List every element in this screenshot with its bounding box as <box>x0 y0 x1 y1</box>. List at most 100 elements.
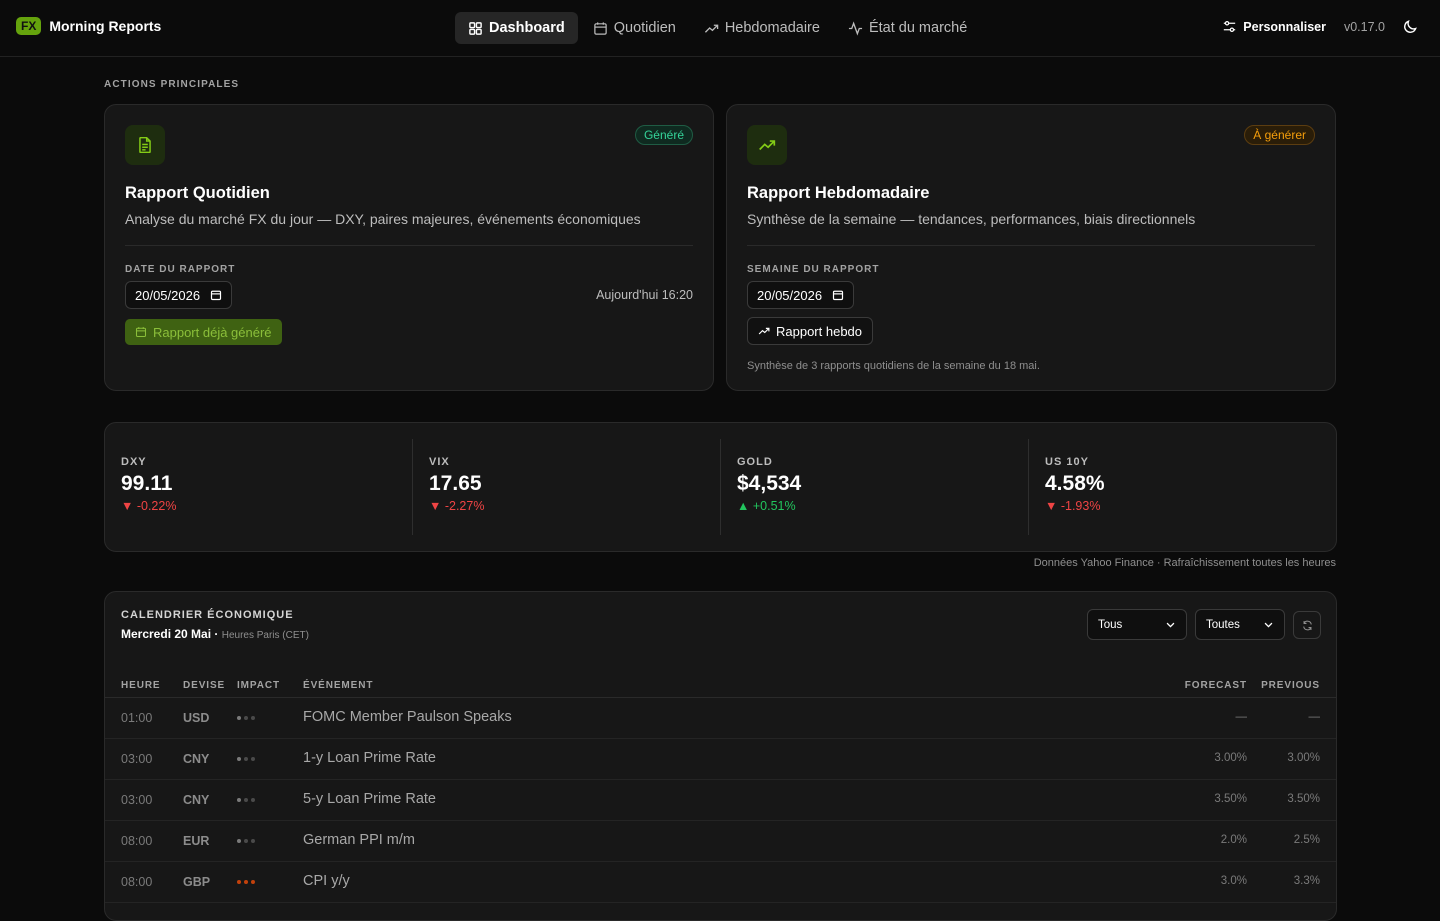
event-time: 08:00 <box>121 834 153 848</box>
date-value: 20/05/2026 <box>757 287 823 303</box>
report-date-label: DATE DU RAPPORT <box>125 264 236 275</box>
event-previous: 3.3% <box>1293 875 1320 887</box>
event-forecast: 3.00% <box>1214 752 1247 764</box>
customize-button[interactable]: Personnaliser <box>1223 20 1326 34</box>
event-forecast: 2.0% <box>1220 834 1247 846</box>
report-already-generated-button[interactable]: Rapport déjà généré <box>125 319 282 345</box>
ticker-change: ▼ -0.22% <box>121 499 177 513</box>
event-currency: CNY <box>183 793 210 807</box>
calendar-day: Mercredi 20 Mai <box>121 627 212 641</box>
weekly-report-card: À générer Rapport Hebdomadaire Synthèse … <box>726 104 1336 391</box>
nav-tab-hebdomadaire[interactable]: Hebdomadaire <box>691 12 833 44</box>
ticker-value: $4,534 <box>737 472 802 495</box>
event-currency: GBP <box>183 875 211 889</box>
nav-tab-label: Quotidien <box>613 20 676 36</box>
weekly-date-input[interactable]: 20/05/2026 <box>747 281 855 309</box>
refresh-calendar-button[interactable] <box>1293 611 1321 639</box>
currency-filter-select[interactable]: Tous <box>1087 609 1187 640</box>
weekly-synthesis-note: Synthèse de 3 rapports quotidiens de la … <box>747 360 1040 372</box>
column-header-event: ÉVÉNEMENT <box>303 680 374 691</box>
status-badge: Généré <box>634 125 693 145</box>
date-value: 20/05/2026 <box>135 287 201 303</box>
daily-date-input[interactable]: 20/05/2026 <box>125 281 233 309</box>
app-logo-badge: FX <box>16 17 42 35</box>
report-week-row: 20/05/2026 <box>747 281 1315 309</box>
table-row[interactable]: 08:00 GBP CPI y/y 3.0% 3.3% <box>105 862 1336 903</box>
nav-tab-etat-du-marche[interactable]: État du marché <box>835 12 980 44</box>
ticker-change: ▼ -1.93% <box>1045 499 1101 513</box>
select-value: Toutes <box>1206 618 1240 631</box>
event-name: 5-y Loan Prime Rate <box>303 791 436 807</box>
activity-icon <box>848 20 863 36</box>
calendar-table-header: HEURE DEVISE IMPACT ÉVÉNEMENT FORECAST P… <box>105 678 1336 698</box>
calendar-icon[interactable] <box>210 289 222 301</box>
table-row[interactable]: 03:00 CNY 5-y Loan Prime Rate 3.50% 3.50… <box>105 780 1336 821</box>
event-name: FOMC Member Paulson Speaks <box>303 709 512 725</box>
ticker-name: GOLD <box>737 456 773 468</box>
event-currency: USD <box>183 711 210 725</box>
column-header-currency: DEVISE <box>183 680 226 691</box>
table-row[interactable]: 03:00 CNY 1-y Loan Prime Rate 3.00% 3.00… <box>105 739 1336 780</box>
sliders-icon <box>1224 21 1236 32</box>
event-name: 1-y Loan Prime Rate <box>303 750 436 766</box>
impact-indicator <box>237 716 255 720</box>
trending-up-icon <box>758 327 770 335</box>
report-date-row: 20/05/2026 Aujourd'hui 16:20 <box>125 281 693 309</box>
ticker-value: 4.58% <box>1045 472 1105 495</box>
trending-up-icon <box>759 140 776 151</box>
refresh-icon <box>1302 620 1312 630</box>
event-currency: EUR <box>183 834 210 848</box>
status-badge: À générer <box>1244 125 1315 145</box>
calendar-icon[interactable] <box>832 289 844 301</box>
impact-indicator <box>237 798 255 802</box>
impact-filter-select[interactable]: Toutes <box>1195 609 1285 640</box>
impact-indicator <box>237 880 255 884</box>
event-currency: CNY <box>183 752 210 766</box>
app-version: v0.17.0 <box>1343 19 1385 34</box>
app-brand[interactable]: FX Morning Reports <box>16 17 161 35</box>
calendar-title: CALENDRIER ÉCONOMIQUE <box>121 609 294 621</box>
event-previous: 2.5% <box>1293 834 1320 846</box>
nav-tab-label: État du marché <box>868 20 968 36</box>
table-row[interactable]: 08:00 EUR German PPI m/m 2.0% 2.5% <box>105 821 1336 862</box>
ticker-name: DXY <box>121 456 147 468</box>
event-forecast: 3.0% <box>1220 875 1247 887</box>
daily-report-card: Généré Rapport Quotidien Analyse du marc… <box>104 104 714 391</box>
button-label: Rapport déjà généré <box>153 324 272 340</box>
nav-tab-quotidien[interactable]: Quotidien <box>580 12 689 44</box>
customize-label: Personnaliser <box>1243 19 1326 34</box>
event-time: 03:00 <box>121 793 153 807</box>
nav-tab-dashboard[interactable]: Dashboard <box>455 12 578 44</box>
select-value: Tous <box>1098 618 1123 631</box>
moon-icon[interactable] <box>1403 19 1418 34</box>
weekly-report-title: Rapport Hebdomadaire <box>747 184 930 202</box>
event-previous: 3.00% <box>1287 752 1320 764</box>
ticker-name: US 10Y <box>1045 456 1089 468</box>
report-week-label: SEMAINE DU RAPPORT <box>747 264 880 275</box>
data-source-note: Données Yahoo Finance · Rafraîchissement… <box>1033 557 1336 569</box>
table-row[interactable]: 01:00 USD FOMC Member Paulson Speaks — — <box>105 698 1336 739</box>
ticker-gold: GOLD $4,534 ▲ +0.51% <box>721 439 1029 535</box>
weekly-report-button[interactable]: Rapport hebdo <box>747 317 874 345</box>
impact-indicator <box>237 839 255 843</box>
calendar-timezone: Heures Paris (CET) <box>221 630 309 641</box>
event-forecast: 3.50% <box>1214 793 1247 805</box>
ticker-value: 99.11 <box>121 472 173 495</box>
ticker-change: ▲ +0.51% <box>737 499 796 513</box>
nav-tab-label: Hebdomadaire <box>724 20 820 36</box>
impact-indicator <box>237 757 255 761</box>
weekly-report-description: Synthèse de la semaine — tendances, perf… <box>747 211 1196 227</box>
report-card-icon-wrap <box>747 125 787 165</box>
ticker-name: VIX <box>429 456 450 468</box>
calendar-date: Mercredi 20 Mai · Heures Paris (CET) <box>121 627 309 641</box>
nav-tab-label: Dashboard <box>489 20 565 36</box>
event-forecast: — <box>1235 711 1248 723</box>
divider <box>125 245 693 246</box>
market-tickers-panel: DXY 99.11 ▼ -0.22% VIX 17.65 ▼ -2.27% GO… <box>104 422 1337 552</box>
calendar-icon <box>594 21 607 35</box>
calendar-check-icon <box>135 327 147 338</box>
column-header-time: HEURE <box>121 680 161 691</box>
event-time: 08:00 <box>121 875 153 889</box>
column-header-forecast: FORECAST <box>1184 680 1247 691</box>
button-label: Rapport hebdo <box>776 323 863 339</box>
